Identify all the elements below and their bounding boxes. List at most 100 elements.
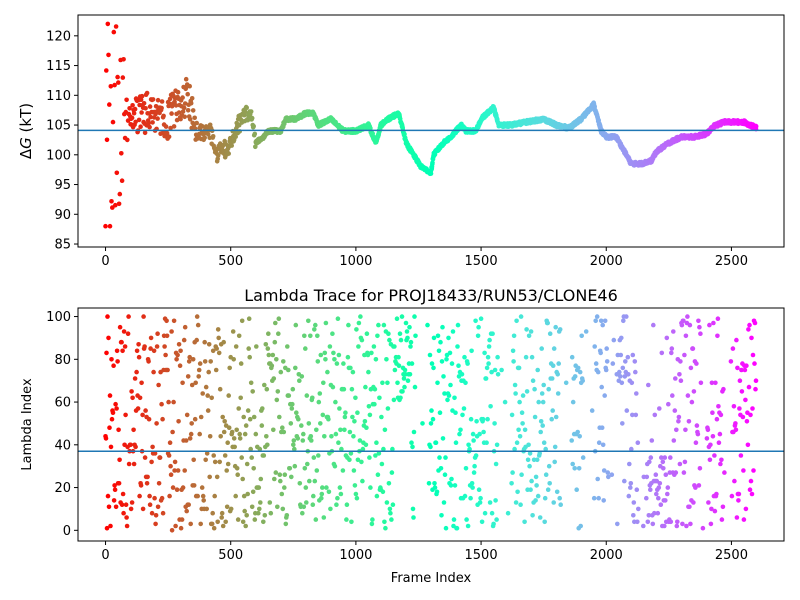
lambda-point <box>712 453 717 458</box>
lambda-point <box>141 314 146 319</box>
delta-g-point <box>119 151 124 156</box>
lambda-point <box>240 519 246 525</box>
lambda-point <box>188 431 194 437</box>
lambda-point <box>695 431 701 437</box>
lambda-point <box>615 521 620 527</box>
lambda-point <box>326 489 332 495</box>
y-tick-label: 20 <box>54 481 71 496</box>
lambda-point <box>215 327 221 332</box>
lambda-point <box>484 365 490 371</box>
lambda-point <box>731 404 737 409</box>
lambda-point <box>553 324 558 330</box>
lambda-point <box>191 457 196 463</box>
lambda-point <box>300 438 306 443</box>
lambda-point <box>527 451 533 456</box>
lambda-point <box>252 517 258 522</box>
lambda-point <box>427 352 433 358</box>
y-tick-label: 95 <box>54 178 71 193</box>
lambda-point <box>711 320 716 326</box>
lambda-point <box>482 510 488 516</box>
lambda-point <box>462 354 467 360</box>
lambda-point <box>322 434 327 439</box>
lambda-point <box>144 481 150 486</box>
x-tick-label: 1500 <box>465 548 498 563</box>
lambda-point <box>376 451 382 456</box>
lambda-point <box>439 359 445 364</box>
lambda-point <box>557 495 562 501</box>
lambda-point <box>599 425 605 431</box>
lambda-point <box>647 459 652 465</box>
lambda-point <box>186 502 191 508</box>
lambda-point <box>576 466 582 471</box>
delta-g-point <box>180 95 185 100</box>
lambda-point <box>390 446 395 452</box>
lambda-point <box>569 438 574 443</box>
lambda-point <box>206 342 212 347</box>
lambda-point <box>598 318 604 324</box>
lambda-point <box>202 339 207 345</box>
lambda-point <box>221 429 227 435</box>
lambda-point <box>311 493 316 499</box>
lambda-point <box>164 333 170 339</box>
lambda-point <box>721 386 726 392</box>
lambda-point <box>747 487 753 493</box>
lambda-point <box>185 374 191 379</box>
lambda-point <box>183 438 189 443</box>
lambda-point <box>517 434 523 439</box>
lambda-point <box>676 414 682 420</box>
lambda-point <box>187 436 193 441</box>
delta-g-point <box>109 199 114 204</box>
lambda-point <box>195 322 201 328</box>
lambda-point <box>604 346 609 351</box>
lambda-point <box>665 485 671 490</box>
lambda-point <box>174 357 179 362</box>
lambda-point <box>693 485 698 490</box>
lambda-point <box>625 354 631 360</box>
lambda-point <box>113 504 119 510</box>
lambda-point <box>109 416 115 422</box>
lambda-point <box>657 406 662 411</box>
lambda-point <box>681 318 686 324</box>
lambda-point <box>376 322 381 328</box>
delta-g-point <box>368 125 373 131</box>
lambda-point <box>379 414 384 420</box>
lambda-x-axis-label: Frame Index <box>391 571 472 586</box>
x-tick-label: 2500 <box>715 548 748 563</box>
y-tick-label: 100 <box>46 148 71 163</box>
lambda-point <box>662 523 667 529</box>
lambda-point <box>243 523 248 529</box>
lambda-point <box>293 322 299 328</box>
lambda-point <box>271 427 276 433</box>
lambda-point <box>170 429 175 435</box>
lambda-point <box>595 369 601 375</box>
y-tick-label: 80 <box>54 353 71 368</box>
lambda-point <box>194 314 200 319</box>
lambda-point <box>215 519 220 525</box>
delta-g-point <box>253 144 258 150</box>
lambda-point <box>363 384 368 390</box>
lambda-point <box>191 483 197 488</box>
lambda-point <box>385 406 391 411</box>
lambda-point <box>201 498 206 503</box>
lambda-point <box>411 429 417 435</box>
lambda-point <box>266 331 271 337</box>
lambda-point <box>348 365 353 371</box>
lambda-point <box>674 523 680 529</box>
lambda-point <box>678 359 683 364</box>
lambda-point <box>538 429 543 435</box>
lambda-point <box>472 463 477 469</box>
lambda-point <box>333 399 338 405</box>
lambda-point <box>749 335 754 341</box>
lambda-point <box>222 419 227 424</box>
lambda-point <box>473 453 479 458</box>
x-tick-label: 2000 <box>590 548 623 563</box>
lambda-point <box>669 346 675 351</box>
lambda-point <box>718 461 723 467</box>
lambda-point <box>204 451 210 456</box>
lambda-point <box>168 463 173 469</box>
delta-g-point <box>173 103 179 108</box>
lambda-point <box>366 369 371 375</box>
lambda-point <box>516 427 521 433</box>
lambda-point <box>341 386 347 392</box>
lambda-point <box>223 519 228 525</box>
